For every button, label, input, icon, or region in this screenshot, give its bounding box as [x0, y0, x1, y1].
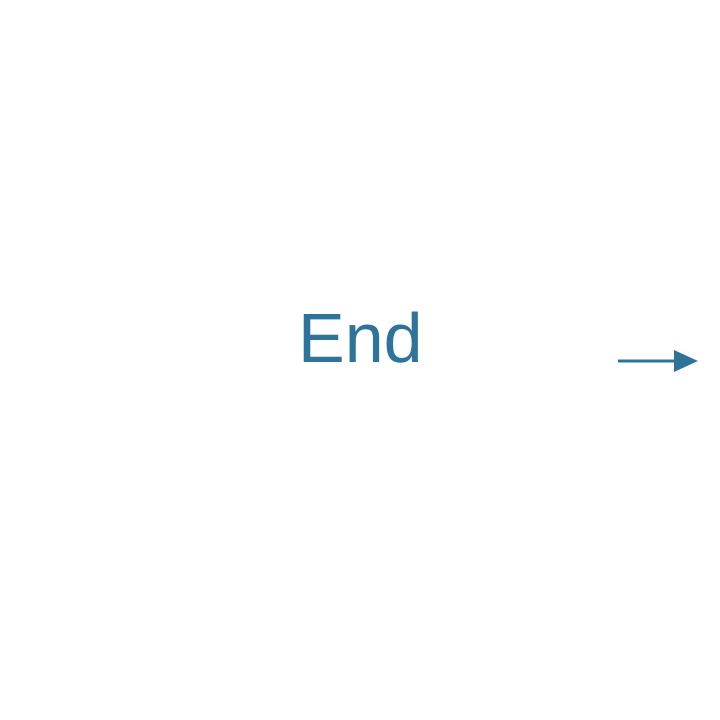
arrow-right-icon	[618, 350, 698, 372]
end-title: End	[298, 299, 423, 377]
next-arrow-button[interactable]	[616, 346, 702, 376]
